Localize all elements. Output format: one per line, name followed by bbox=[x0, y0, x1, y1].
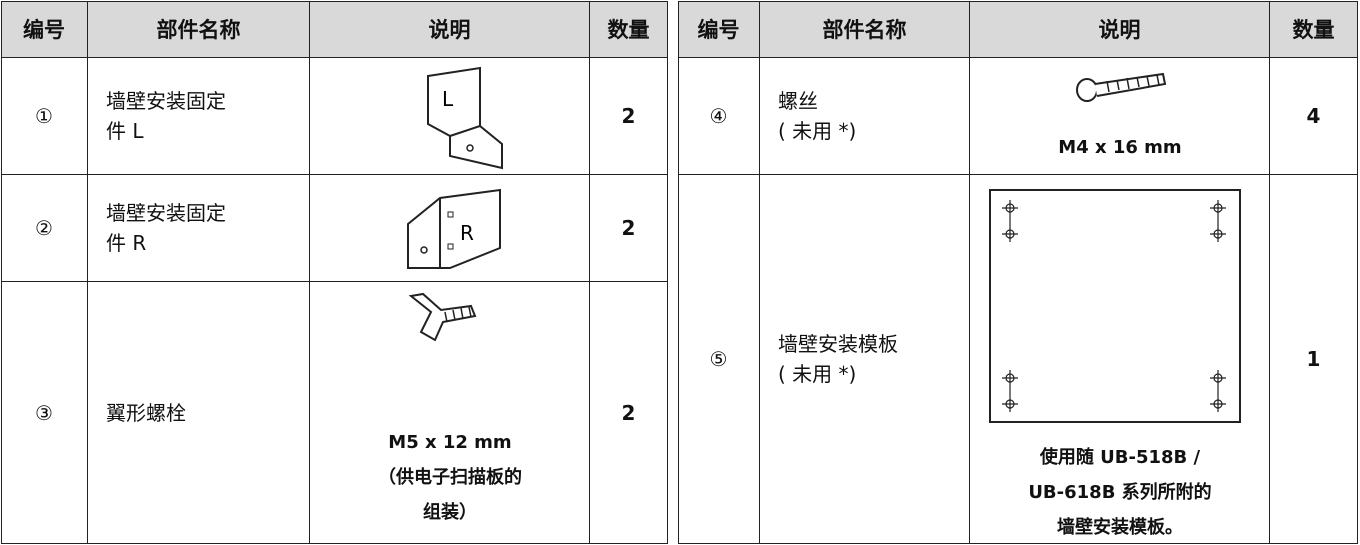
caption-line: 使用随 UB-518B / bbox=[1039, 447, 1201, 468]
icon-label: L bbox=[442, 87, 454, 111]
name-line: 墙壁安装固定 bbox=[106, 89, 226, 113]
name-cell: 墙壁安装模板 ( 未用 *) bbox=[760, 175, 970, 544]
number-cell: ① bbox=[1, 58, 88, 175]
name-line: ( 未用 *) bbox=[778, 362, 857, 386]
illustration-cell bbox=[310, 175, 590, 282]
header-cell: 数量 bbox=[590, 1, 668, 58]
caption: M5 x 12 mm （供电子扫描板的 组装） bbox=[310, 425, 590, 530]
caption-line: 组装） bbox=[423, 502, 477, 523]
icon-label: R bbox=[460, 221, 474, 245]
header-cell: 编号 bbox=[678, 1, 760, 58]
name-line: 翼形螺栓 bbox=[106, 400, 186, 425]
screw-icon bbox=[1076, 72, 1167, 102]
caption-line: 墙壁安装模板。 bbox=[1057, 517, 1183, 538]
wing-bolt-icon bbox=[408, 292, 477, 342]
caption: 使用随 UB-518B / UB-618B 系列所附的 墙壁安装模板。 bbox=[970, 440, 1270, 545]
number-cell: ② bbox=[1, 175, 88, 282]
illustration-cell bbox=[970, 58, 1270, 175]
header-cell: 部件名称 bbox=[760, 1, 970, 58]
table-frame bbox=[678, 1, 1358, 544]
header-cell: 说明 bbox=[310, 1, 590, 58]
bracket-r-icon: R bbox=[407, 188, 501, 269]
name-cell: 墙壁安装固定件 R bbox=[88, 175, 310, 282]
table-frame bbox=[1, 1, 668, 544]
header-cell: 数量 bbox=[1270, 1, 1358, 58]
name-line: 件 R bbox=[106, 231, 147, 255]
caption-line: M5 x 12 mm bbox=[388, 432, 512, 453]
header-cell: 部件名称 bbox=[88, 1, 310, 58]
name-cell: 螺丝 ( 未用 *) bbox=[760, 58, 970, 175]
name-line: 件 L bbox=[106, 119, 144, 143]
caption-line: UB-618B 系列所附的 bbox=[1028, 482, 1212, 503]
caption: M4 x 16 mm bbox=[970, 130, 1270, 165]
caption-line: （供电子扫描板的 bbox=[378, 467, 522, 488]
name-cell: 墙壁安装固定件 L bbox=[88, 58, 310, 175]
name-line: 墙壁安装固定 bbox=[106, 201, 226, 225]
caption-line: M4 x 16 mm bbox=[1058, 137, 1182, 158]
name-line: 墙壁安装模板 bbox=[778, 332, 898, 356]
header-cell: 说明 bbox=[970, 1, 1270, 58]
illustration-cell bbox=[310, 58, 590, 175]
template-icon bbox=[989, 189, 1241, 423]
name-line: 螺丝 bbox=[778, 89, 818, 113]
header-cell: 编号 bbox=[1, 1, 88, 58]
bracket-l-icon: L bbox=[427, 66, 503, 170]
name-line: ( 未用 *) bbox=[778, 119, 857, 143]
number-cell: ④ bbox=[678, 58, 760, 175]
